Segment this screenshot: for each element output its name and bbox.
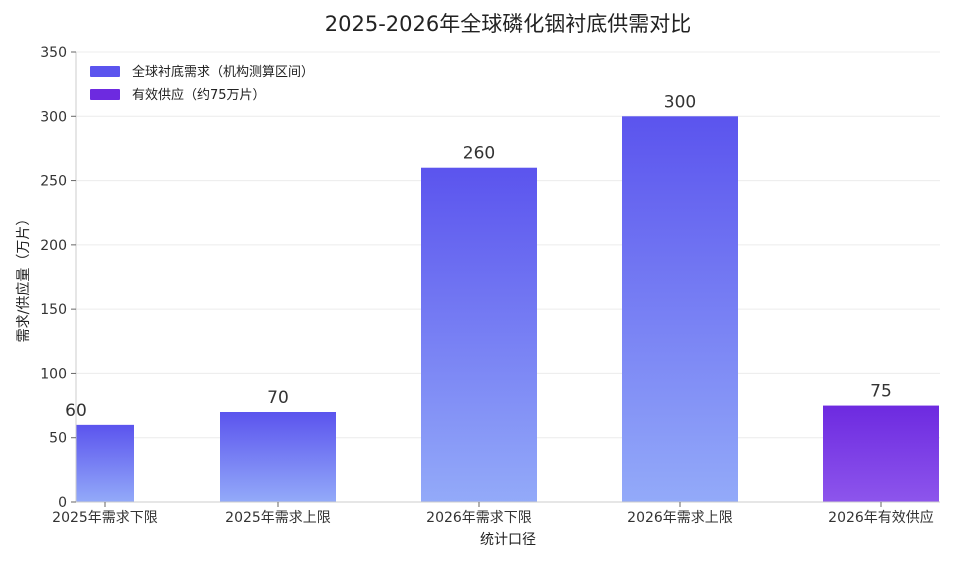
chart-title: 2025-2026年全球磷化铟衬底供需对比	[325, 12, 691, 36]
x-tick-label-5: 2026年有效供应	[828, 509, 934, 526]
data-labels: 60 70 260 300 75	[65, 92, 892, 421]
x-tick-label-2: 2025年需求上限	[225, 510, 331, 526]
data-label-5: 75	[870, 382, 892, 402]
y-tick-label: 0	[58, 495, 67, 511]
legend-swatch-demand	[90, 66, 120, 77]
x-tick-labels: 2025年需求下限 2025年需求上限 2026年需求下限 2026年需求上限 2026…	[52, 502, 934, 526]
x-tick-label-1: 2025年需求下限	[52, 510, 158, 526]
x-tick-label-3: 2026年需求下限	[426, 510, 532, 526]
y-tick-label: 200	[40, 238, 67, 254]
axes	[75, 52, 940, 503]
legend: 全球衬底需求（机构测算区间） 有效供应（约75万片）	[90, 64, 314, 103]
x-axis-label: 统计口径	[480, 532, 536, 548]
data-label-1: 60	[65, 401, 87, 421]
y-tick-label: 300	[40, 109, 67, 125]
bar-1	[76, 424, 134, 502]
bar-3	[421, 167, 537, 502]
x-tick-label-4: 2026年需求上限	[627, 510, 733, 526]
legend-label-demand: 全球衬底需求（机构测算区间）	[132, 64, 314, 80]
bar-5	[823, 405, 939, 502]
y-tick-label: 150	[40, 302, 67, 318]
y-tick-label: 100	[40, 366, 67, 382]
data-label-2: 70	[267, 388, 289, 408]
y-tick-label: 250	[40, 174, 67, 190]
legend-label-supply: 有效供应（约75万片）	[132, 87, 266, 103]
y-tick-label: 50	[49, 431, 67, 447]
legend-swatch-supply	[90, 89, 120, 100]
bar-2	[220, 412, 336, 502]
y-axis-label: 需求/供应量（万片）	[15, 212, 32, 343]
bars	[76, 116, 939, 503]
data-label-3: 260	[463, 144, 495, 164]
data-label-4: 300	[664, 92, 696, 112]
y-tick-labels: 0 50 100 150 200 250 300 350	[40, 45, 76, 511]
y-tick-label: 350	[40, 45, 67, 61]
bar-4	[622, 116, 738, 503]
